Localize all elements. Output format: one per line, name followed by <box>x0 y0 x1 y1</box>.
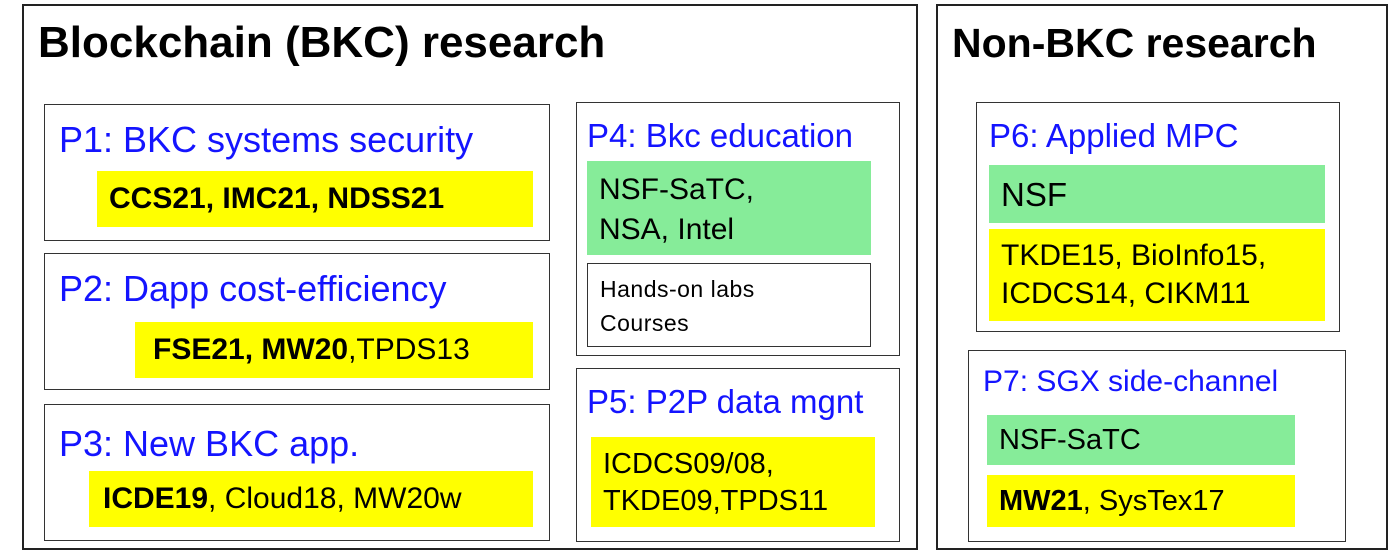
p4-title: P4: Bkc education <box>587 117 853 154</box>
p2-publications: FSE21, MW20,TPDS13 <box>135 322 533 378</box>
p6-funding: NSF <box>989 165 1325 223</box>
p7-title: P7: SGX side-channel <box>983 365 1279 398</box>
p6-pubs-line1: TKDE15, BioInfo15, <box>1001 239 1267 272</box>
p6-pubs-line2: ICDCS14, CIKM11 <box>1001 277 1251 310</box>
p3-pubs-bold: ICDE19 <box>103 482 209 515</box>
p4-box: P4: Bkc education NSF-SaTC, NSA, Intel H… <box>576 102 900 356</box>
p5-pubs-line2: TKDE09,TPDS11 <box>603 485 829 517</box>
p3-box: P3: New BKC app. ICDE19, Cloud18, MW20w <box>44 404 550 541</box>
p2-title: P2: Dapp cost-efficiency <box>59 268 447 309</box>
nonbkc-research-panel: Non-BKC research P6: Applied MPC NSF TKD… <box>936 4 1388 550</box>
p5-title: P5: P2P data mgnt <box>587 383 864 420</box>
p7-publications: MW21, SysTex17 <box>987 475 1295 527</box>
p4-labs-box: Hands-on labs Courses <box>587 263 871 347</box>
p6-box: P6: Applied MPC NSF TKDE15, BioInfo15, I… <box>976 102 1340 332</box>
p1-title: P1: BKC systems security <box>59 119 474 160</box>
p3-pubs-normal: , Cloud18, MW20w <box>208 482 462 515</box>
p5-box: P5: P2P data mgnt ICDCS09/08, TKDE09,TPD… <box>576 368 900 542</box>
bkc-research-title: Blockchain (BKC) research <box>38 18 606 67</box>
bkc-research-panel: Blockchain (BKC) research P1: BKC system… <box>22 4 918 550</box>
p4-labs-line2: Courses <box>600 310 690 336</box>
p7-pubs-bold: MW21 <box>999 485 1083 517</box>
p7-funding-text: NSF-SaTC <box>999 424 1141 456</box>
p1-box: P1: BKC systems security CCS21, IMC21, N… <box>44 104 550 241</box>
p7-box: P7: SGX side-channel NSF-SaTC MW21, SysT… <box>968 350 1346 542</box>
p3-publications: ICDE19, Cloud18, MW20w <box>89 471 533 527</box>
p7-pubs-normal: , SysTex17 <box>1082 485 1225 517</box>
p4-labs-line1: Hands-on labs <box>600 276 755 302</box>
p4-funding: NSF-SaTC, NSA, Intel <box>587 161 871 255</box>
p4-funding-line1: NSF-SaTC, <box>599 173 755 206</box>
p1-pubs-bold: CCS21, IMC21, NDSS21 <box>109 182 445 215</box>
p2-pubs-bold: FSE21, MW20 <box>153 333 349 366</box>
p4-funding-line2: NSA, Intel <box>599 213 735 246</box>
p1-publications: CCS21, IMC21, NDSS21 <box>97 171 533 227</box>
p6-funding-text: NSF <box>1001 176 1067 213</box>
p2-pubs-normal: ,TPDS13 <box>348 333 470 366</box>
p3-title: P3: New BKC app. <box>59 423 360 464</box>
p6-title: P6: Applied MPC <box>989 117 1239 154</box>
p5-publications: ICDCS09/08, TKDE09,TPDS11 <box>591 437 875 527</box>
p2-box: P2: Dapp cost-efficiency FSE21, MW20,TPD… <box>44 253 550 390</box>
nonbkc-research-title: Non-BKC research <box>952 20 1317 66</box>
p6-publications: TKDE15, BioInfo15, ICDCS14, CIKM11 <box>989 229 1325 321</box>
p5-pubs-line1: ICDCS09/08, <box>603 448 774 480</box>
p7-funding: NSF-SaTC <box>987 415 1295 465</box>
